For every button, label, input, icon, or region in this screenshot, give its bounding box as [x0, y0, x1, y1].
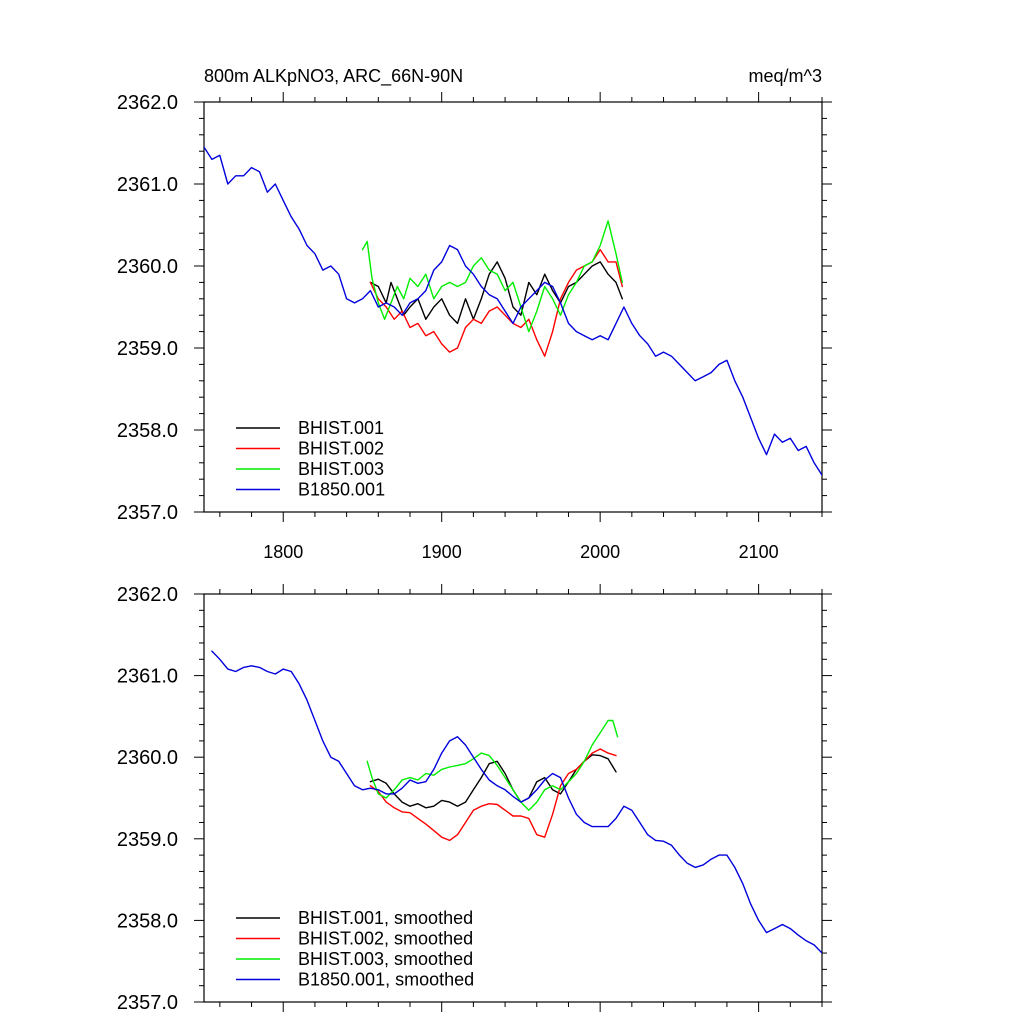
- legend-label: BHIST.002: [298, 439, 384, 459]
- x-tick-label: 2000: [580, 542, 620, 562]
- series-line-2: [361, 220, 623, 333]
- x-tick-label: 1900: [422, 542, 462, 562]
- plot-frame: [203, 101, 823, 513]
- legend-label: BHIST.002, smoothed: [298, 929, 473, 949]
- panel-top: 800m ALKpNO3, ARC_66N-90N meq/m^3 1800 19…: [117, 66, 832, 562]
- y-tick-label: 2361.0: [117, 174, 178, 196]
- series-line-3: [211, 650, 822, 954]
- y-tick-label: 2359.0: [117, 338, 178, 360]
- legend-label: BHIST.001: [298, 418, 384, 438]
- legend-label: B1850.001: [298, 480, 385, 500]
- legend-label: BHIST.001, smoothed: [298, 908, 473, 928]
- y-tick-label: 2359.0: [117, 829, 178, 851]
- series-line-3: [204, 146, 822, 476]
- y-tick-label: 2357.0: [117, 992, 178, 1014]
- series-group: [204, 146, 822, 476]
- legend-label: BHIST.003: [298, 459, 384, 479]
- series-group: [211, 650, 822, 954]
- series-line-0: [369, 261, 623, 325]
- panel-top-title-left: 800m ALKpNO3, ARC_66N-90N: [204, 66, 463, 87]
- legend-label: B1850.001, smoothed: [298, 970, 474, 990]
- panel-bottom: 2357.0 2358.0 2359.0 2360.0 2361.0 2362.0 BHIS…: [117, 584, 832, 1014]
- y-tick-label: 2362.0: [117, 92, 178, 114]
- x-tick-label: 1800: [263, 542, 303, 562]
- series-line-2: [366, 719, 619, 811]
- y-tick-label: 2361.0: [117, 666, 178, 688]
- series-line-0: [369, 754, 617, 809]
- y-tick-label: 2357.0: [117, 502, 178, 524]
- series-line-1: [369, 248, 623, 357]
- panel-top-title-right: meq/m^3: [749, 66, 822, 86]
- plot-frame: [203, 593, 823, 1003]
- y-tick-label: 2358.0: [117, 910, 178, 932]
- y-tick-label: 2360.0: [117, 747, 178, 769]
- legend-label: BHIST.003, smoothed: [298, 949, 473, 969]
- y-tick-label: 2362.0: [117, 584, 178, 606]
- y-tick-label: 2360.0: [117, 256, 178, 278]
- x-tick-label: 2100: [739, 542, 779, 562]
- series-line-1: [369, 748, 617, 842]
- y-tick-label: 2358.0: [117, 420, 178, 442]
